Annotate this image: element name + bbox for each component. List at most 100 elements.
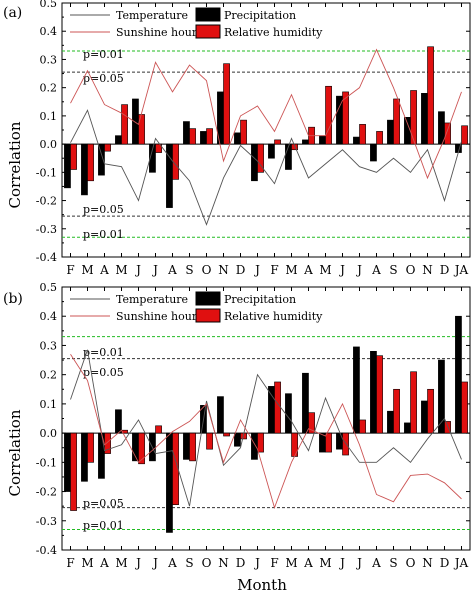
panel-b-significance-label: p=0.01: [83, 346, 124, 359]
panel-a-x-tick-label: M: [81, 263, 93, 277]
panel-b-precipitation-bar: [251, 432, 258, 460]
panel-a-legend-precipitation-swatch: [195, 7, 221, 22]
panel-a-relative-humidity-bar: [444, 122, 451, 145]
panel-b-temperature-line: [70, 349, 462, 507]
panel-a-relative-humidity-bar: [325, 85, 332, 145]
panel-a-precipitation-bar: [421, 93, 428, 145]
panel-b-relative-humidity-bar: [223, 432, 230, 437]
panel-a-significance-label: p=0.01: [83, 48, 124, 61]
panel-b-relative-humidity-bar: [274, 381, 281, 434]
panel-b-x-tick-label: J: [253, 556, 260, 570]
panel-a-precipitation-bar: [81, 143, 88, 196]
panel-b-x-tick-label: D: [236, 556, 246, 570]
panel-a-x-tick-label: F: [270, 263, 278, 277]
panel-a-x-tick-label: O: [202, 263, 212, 277]
panel-b-relative-humidity-bar: [359, 419, 366, 434]
panel-b-relative-humidity-bar: [155, 425, 162, 434]
panel-b-precipitation-bar: [421, 400, 428, 434]
panel-a-x-tick-label: M: [115, 263, 127, 277]
panel-b-precipitation-bar: [81, 432, 88, 482]
panel-b-precipitation-bar: [302, 372, 309, 434]
panel-a-relative-humidity-bar: [206, 128, 213, 145]
panel-a-relative-humidity-bar: [87, 143, 94, 182]
panel-b-y-tick-label: 0.3: [40, 339, 58, 352]
panel-a-significance-label: p=0.05: [83, 203, 124, 216]
panel-a-y-tick-label: 0.5: [40, 0, 58, 10]
panel-a-precipitation-bar: [404, 117, 411, 145]
panel-a-legend-sunshine-label: Sunshine hours: [116, 26, 203, 39]
panel-b-relative-humidity-bar: [427, 388, 434, 434]
panel-a-precipitation-bar: [302, 139, 309, 145]
panel-b-x-tick-label: N: [422, 556, 433, 570]
panel-a-x-tick-label: M: [285, 263, 297, 277]
panel-b-y-tick-label: 0.4: [40, 310, 58, 323]
panel-b-precipitation-bar: [387, 410, 394, 434]
panel-a-x-tick-label: A: [371, 263, 381, 277]
panel-b-x-tick-label: J: [151, 556, 158, 570]
panel-b-x-tick-label: M: [81, 556, 93, 570]
panel-a-x-tick-label: S: [389, 263, 397, 277]
panel-a-precipitation-bar: [353, 136, 360, 145]
panel-b-relative-humidity-bar: [138, 432, 145, 465]
panel-a-sunshine-line: [70, 48, 462, 180]
panel-a-relative-humidity-bar: [104, 143, 111, 152]
panel-b-x-tick-label: A: [99, 556, 109, 570]
panel-b-relative-humidity-bar: [308, 412, 315, 434]
panel-b-precipitation-bar: [438, 359, 445, 434]
panel-a-y-tick-label: -0.1: [36, 166, 57, 179]
panel-a-x-tick-label: A: [167, 263, 177, 277]
panel-b-precipitation-bar: [404, 422, 411, 434]
panel-a-precipitation-bar: [132, 98, 139, 145]
panel-b-x-tick-label: J: [134, 556, 141, 570]
panel-b-x-tick-label: O: [406, 556, 416, 570]
panel-b-x-tick-label: F: [66, 556, 74, 570]
panel-a-precipitation-bar: [251, 143, 258, 182]
panel-b-x-tick-label: A: [303, 556, 313, 570]
panel-b-label: (b): [3, 291, 23, 307]
panel-a-x-tick-label: J: [338, 263, 345, 277]
panel-a-x-tick-label: M: [319, 263, 331, 277]
panel-a-x-tick-label: F: [66, 263, 74, 277]
panel-a-relative-humidity-bar: [410, 90, 417, 145]
panel-b-x-tick-label: A: [371, 556, 381, 570]
panel-a-relative-humidity-bar: [155, 143, 162, 153]
panel-a-x-tick-label: D: [440, 263, 450, 277]
panel-a-relative-humidity-bar: [291, 143, 298, 151]
panel-b-significance-label: p=0.05: [83, 366, 124, 379]
panel-a-legend-humidity-swatch: [195, 24, 221, 39]
panel-a-relative-humidity-bar: [342, 91, 349, 145]
panel-a-y-tick-label: -0.4: [36, 251, 57, 264]
panel-b-relative-humidity-bar: [172, 432, 179, 506]
panel-a-label: (a): [3, 5, 22, 21]
panel-a-relative-humidity-bar: [274, 139, 281, 145]
panel-a-y-axis-label: Correlation: [6, 121, 24, 208]
panel-b-x-tick-label: J: [338, 556, 345, 570]
panel-b-x-tick-label: S: [389, 556, 397, 570]
panel-a-x-tick-label: A: [99, 263, 109, 277]
panel-a-relative-humidity-bar: [257, 143, 264, 173]
panel-a-relative-humidity-bar: [138, 114, 145, 145]
panel-b-precipitation-bar: [268, 386, 275, 434]
panel-b-y-tick-label: 0.1: [40, 398, 58, 411]
panel-a-relative-humidity-bar: [461, 125, 468, 145]
panel-a-x-tick-label: N: [422, 263, 433, 277]
panel-b-x-tick-label: F: [270, 556, 278, 570]
panel-b-plot-frame: [61, 286, 471, 551]
panel-a-x-tick-label: J: [134, 263, 141, 277]
panel-a-precipitation-bar: [438, 111, 445, 145]
panel-a-y-tick-label: 0.1: [40, 110, 58, 123]
panel-a-y-tick-label: -0.2: [36, 195, 57, 208]
panel-b-legend-temperature-label: Temperature: [116, 293, 188, 306]
panel-a-relative-humidity-bar: [189, 128, 196, 145]
panel-a-x-tick-label: J: [151, 263, 158, 277]
panel-b-relative-humidity-bar: [342, 432, 349, 456]
panel-b-y-tick-label: -0.4: [36, 544, 57, 557]
panel-b-relative-humidity-bar: [206, 432, 213, 450]
panel-b-legend-humidity-swatch: [195, 308, 221, 323]
panel-b-x-tick-label: N: [218, 556, 229, 570]
panel-b-relative-humidity-bar: [376, 355, 383, 434]
panel-b-relative-humidity-bar: [325, 432, 332, 453]
panel-a-precipitation-bar: [98, 143, 105, 176]
panel-b-y-tick-label: -0.3: [36, 515, 57, 528]
panel-b-legend-sunshine-label: Sunshine hours: [116, 310, 203, 323]
